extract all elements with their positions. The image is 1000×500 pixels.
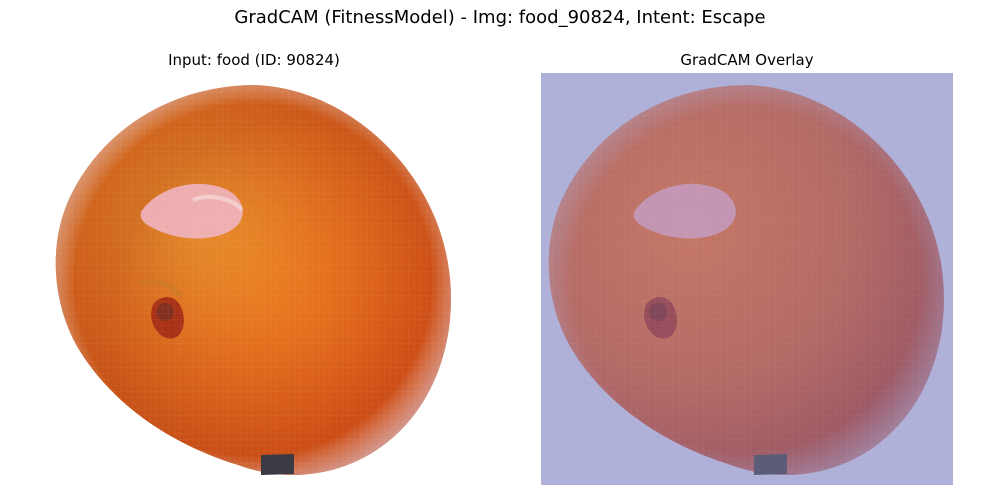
overlay-stem-icon xyxy=(754,454,787,475)
orange-input-image xyxy=(48,73,460,485)
orange-overlay-image xyxy=(541,73,953,485)
figure-title: GradCAM (FitnessModel) - Img: food_90824… xyxy=(234,7,766,28)
input-image xyxy=(48,73,460,485)
overlay-orange-fruit xyxy=(541,73,953,485)
orange-fruit xyxy=(48,73,460,485)
stem-icon xyxy=(261,454,294,475)
overlay-panel-title: GradCAM Overlay xyxy=(680,51,814,69)
gradcam-overlay-image xyxy=(541,73,953,485)
input-panel-title: Input: food (ID: 90824) xyxy=(168,51,340,69)
